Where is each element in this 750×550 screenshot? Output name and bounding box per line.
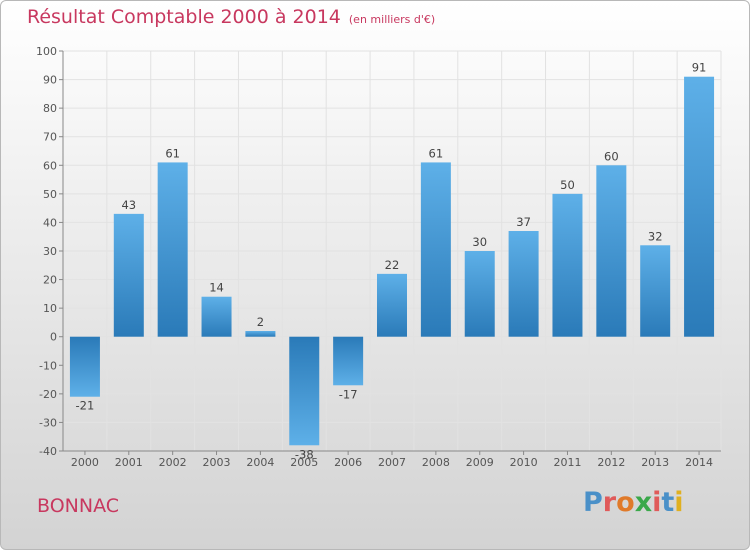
logo-letter: i xyxy=(652,487,662,518)
bar-2012[interactable] xyxy=(596,165,627,337)
y-tick-label: -40 xyxy=(39,445,57,458)
bar-2003[interactable] xyxy=(201,296,232,337)
bar-2004[interactable] xyxy=(245,331,276,337)
value-label-2014: 91 xyxy=(692,61,707,75)
x-tick-label: 2007 xyxy=(378,456,406,469)
bar-2011[interactable] xyxy=(552,193,583,337)
y-tick-label: 30 xyxy=(43,245,57,258)
logo-letter: P xyxy=(583,487,603,518)
y-tick-label: 40 xyxy=(43,216,57,229)
y-tick-label: 50 xyxy=(43,188,57,201)
x-tick-label: 2012 xyxy=(597,456,625,469)
bar-2010[interactable] xyxy=(508,231,539,337)
x-tick-label: 2004 xyxy=(246,456,274,469)
town-name: BONNAC xyxy=(37,495,120,517)
value-label-2012: 60 xyxy=(604,149,619,163)
y-tick-label: 20 xyxy=(43,274,57,287)
chart-subtitle: (en milliers d'€) xyxy=(348,13,436,26)
bar-2014[interactable] xyxy=(684,76,715,337)
chart-title: Résultat Comptable 2000 à 2014 xyxy=(27,6,341,28)
bar-2013[interactable] xyxy=(640,245,671,337)
value-label-2005: -38 xyxy=(295,447,314,461)
x-tick-label: 2010 xyxy=(510,456,538,469)
y-tick-label: 10 xyxy=(43,302,57,315)
value-label-2010: 37 xyxy=(516,215,531,229)
proxiti-logo[interactable]: Proxiti xyxy=(583,487,684,518)
y-tick-label: -10 xyxy=(39,359,57,372)
chart-title-block: Résultat Comptable 2000 à 2014 (en millie… xyxy=(27,6,435,28)
logo-letter: i xyxy=(674,487,684,518)
value-label-2013: 32 xyxy=(648,229,663,243)
value-label-2002: 61 xyxy=(165,146,180,160)
value-label-2003: 14 xyxy=(209,281,224,295)
x-tick-label: 2002 xyxy=(159,456,187,469)
value-label-2011: 50 xyxy=(560,178,575,192)
y-tick-label: 90 xyxy=(43,74,57,87)
y-tick-label: 100 xyxy=(36,45,57,58)
y-tick-label: 60 xyxy=(43,159,57,172)
y-tick-label: 70 xyxy=(43,131,57,144)
x-tick-label: 2014 xyxy=(685,456,713,469)
bar-2007[interactable] xyxy=(377,273,407,337)
x-tick-label: 2009 xyxy=(466,456,494,469)
value-label-2004: 2 xyxy=(257,315,264,329)
x-tick-label: 2003 xyxy=(203,456,231,469)
value-label-2006: -17 xyxy=(339,387,358,401)
value-label-2007: 22 xyxy=(385,258,400,272)
data-labels: -21 43 61 14 2 -38 -17 22 61 30 37 50 60 32 91 xyxy=(76,61,707,462)
logo-letter: o xyxy=(616,487,635,518)
value-label-2008: 61 xyxy=(429,146,444,160)
bar-2009[interactable] xyxy=(464,251,495,337)
y-tick-label: -20 xyxy=(39,388,57,401)
y-tick-label: 0 xyxy=(50,331,57,344)
logo-letter: t xyxy=(661,487,675,518)
y-tick-label: 80 xyxy=(43,102,57,115)
x-tick-label: 2005 xyxy=(290,456,318,469)
x-tick-label: 2001 xyxy=(115,456,143,469)
x-tick-label: 2011 xyxy=(553,456,581,469)
y-tick-label: -30 xyxy=(39,416,57,429)
bar-2000[interactable] xyxy=(69,336,100,397)
bar-2008[interactable] xyxy=(420,162,451,337)
x-tick-label: 2006 xyxy=(334,456,362,469)
value-label-2001: 43 xyxy=(121,198,136,212)
bar-2002[interactable] xyxy=(157,162,188,337)
bar-2001[interactable] xyxy=(113,213,144,337)
logo-letter: x xyxy=(634,487,653,518)
value-label-2000: -21 xyxy=(76,399,95,413)
x-tick-label: 2013 xyxy=(641,456,669,469)
value-label-2009: 30 xyxy=(472,235,487,249)
bar-2005[interactable] xyxy=(289,336,320,446)
logo-letter: r xyxy=(602,487,617,518)
x-tick-label: 2008 xyxy=(422,456,450,469)
x-tick-label: 2000 xyxy=(71,456,99,469)
bar-2006[interactable] xyxy=(333,336,364,386)
bars xyxy=(69,76,715,446)
